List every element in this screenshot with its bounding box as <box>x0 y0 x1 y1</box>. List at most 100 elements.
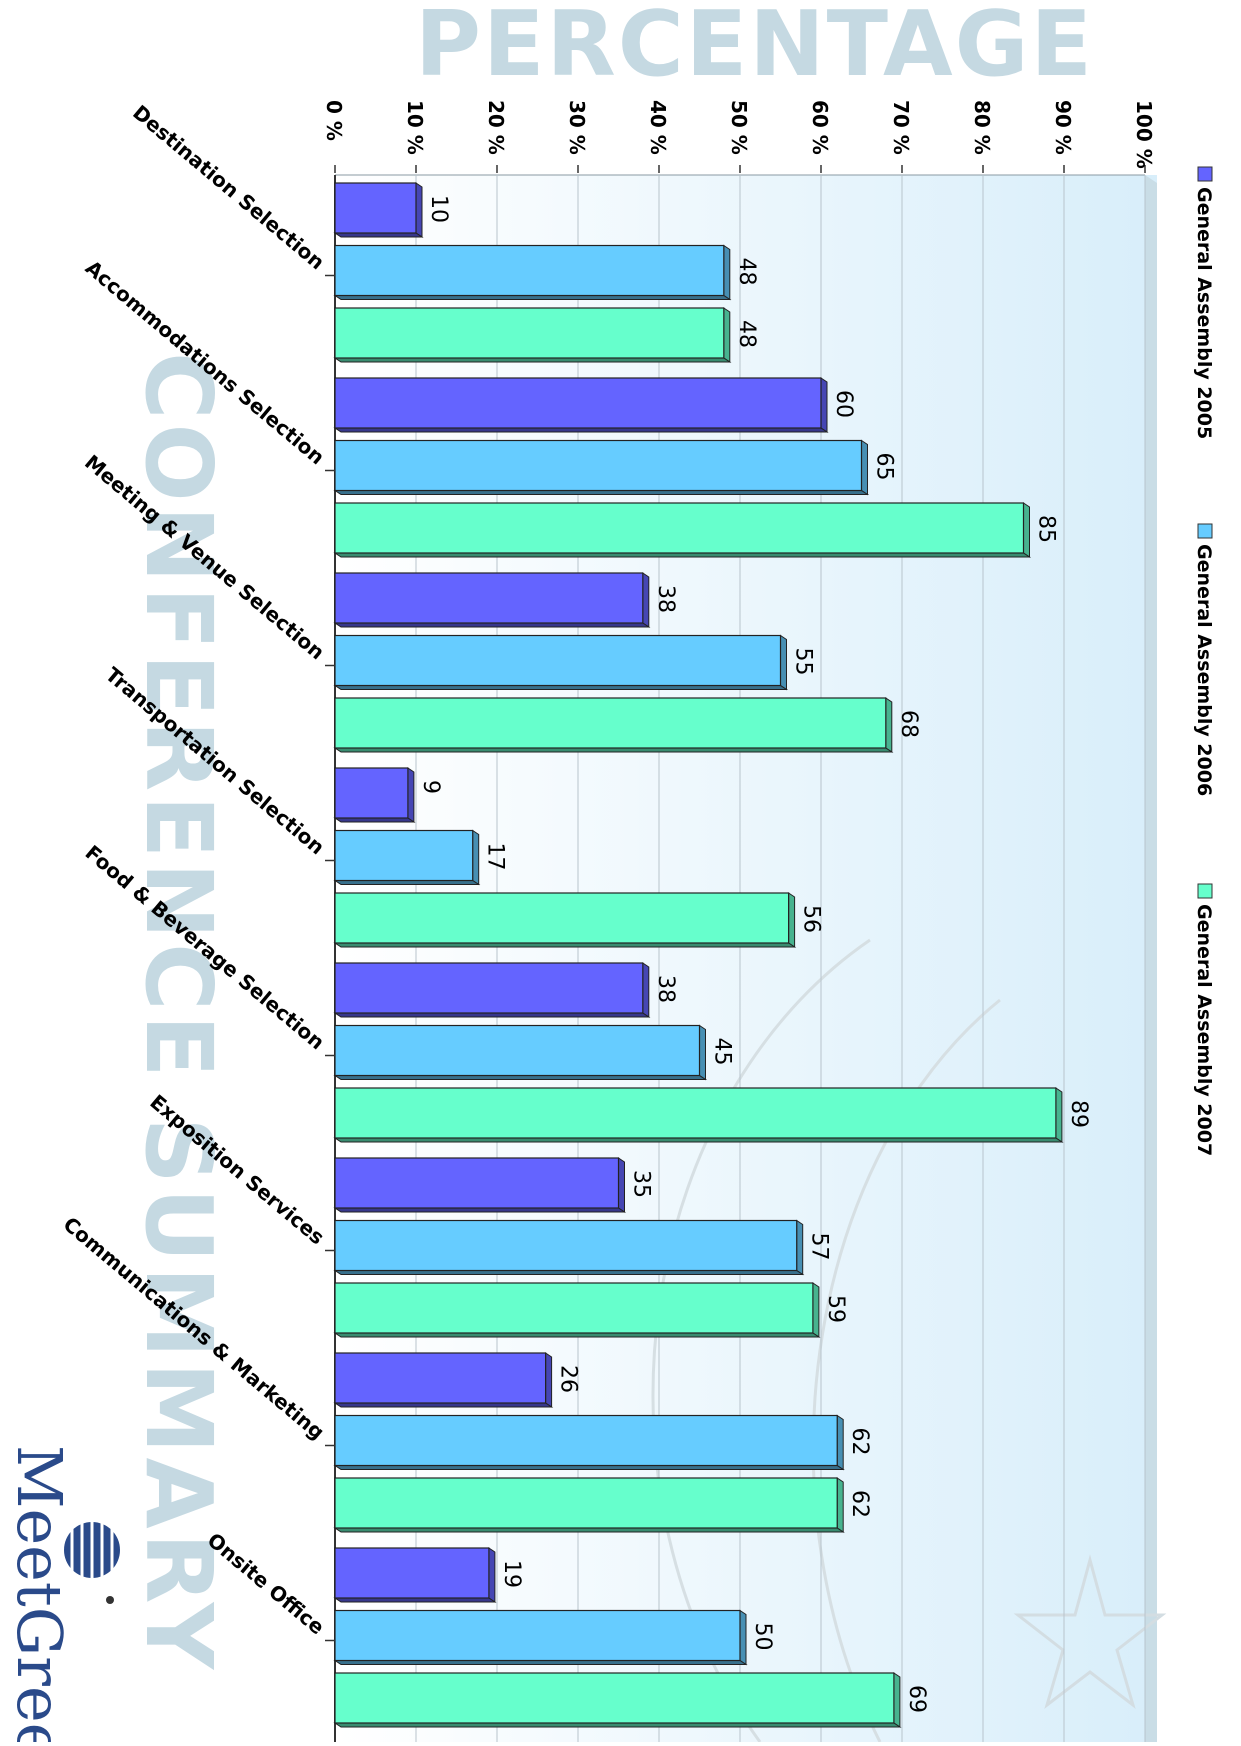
meetgreen-logo: MeetGreen <box>3 1445 76 1742</box>
data-label: 17 <box>483 843 508 871</box>
bar-3-3 <box>334 697 887 749</box>
bar-1-6 <box>334 1157 620 1209</box>
bar-1-2 <box>334 377 822 429</box>
data-label: 68 <box>896 710 921 738</box>
bar-side <box>836 1477 844 1533</box>
data-label: 56 <box>799 905 824 933</box>
tick-label: 100 % <box>1132 100 1156 169</box>
bar-2-7 <box>334 1414 838 1467</box>
category-label: Destination Selection <box>128 100 329 274</box>
legend-swatch <box>1197 883 1213 899</box>
data-label: 57 <box>807 1233 832 1261</box>
data-label: 48 <box>734 320 759 348</box>
data-label: 10 <box>426 195 451 223</box>
data-label: 48 <box>734 258 759 286</box>
tick-label: 50 % <box>727 100 751 155</box>
tick-label: 40 % <box>646 100 670 155</box>
bar-2-5 <box>334 1024 701 1077</box>
bar-side <box>699 1024 706 1081</box>
bar-1-7 <box>334 1352 547 1404</box>
tick-label: 60 % <box>808 100 832 155</box>
bar-2-4 <box>334 829 474 882</box>
bar-bottom <box>333 490 870 495</box>
bar-2-6 <box>334 1219 798 1272</box>
data-label: 35 <box>629 1170 654 1198</box>
bar-side <box>861 439 868 496</box>
bar-side <box>780 634 787 691</box>
bar-1-8 <box>334 1547 490 1599</box>
data-label: 85 <box>1034 515 1059 543</box>
data-label: 65 <box>872 453 897 481</box>
bar-side <box>488 1547 496 1603</box>
data-label: 69 <box>904 1685 929 1713</box>
plot-side-wall <box>1145 175 1157 1742</box>
tick-label: 80 % <box>970 100 994 155</box>
bar-bottom <box>333 357 732 363</box>
tick-label: 90 % <box>1051 100 1075 155</box>
bar-2-8 <box>334 1609 741 1662</box>
bar-3-8 <box>334 1672 895 1724</box>
bar-side <box>642 962 650 1018</box>
tick-label: 30 % <box>565 100 589 155</box>
tick-label: 20 % <box>484 100 508 155</box>
bar-side <box>723 307 731 363</box>
bar-side <box>836 1414 844 1471</box>
data-label: 62 <box>847 1490 872 1518</box>
bar-side <box>472 829 480 886</box>
data-label: 62 <box>847 1428 872 1456</box>
bar-3-4 <box>334 892 790 944</box>
legend-swatch <box>1197 166 1213 182</box>
bar-side <box>796 1219 804 1276</box>
bar-2-2 <box>334 439 863 492</box>
legend-swatch <box>1197 523 1213 539</box>
data-label: 45 <box>710 1038 735 1066</box>
data-label: 60 <box>831 390 856 418</box>
data-label: 26 <box>556 1365 581 1393</box>
bar-3-7 <box>334 1477 838 1529</box>
data-label: 9 <box>418 780 443 794</box>
bar-1-3 <box>334 572 644 624</box>
meetgreen-globe-icon <box>64 1522 120 1604</box>
data-label: 55 <box>791 648 816 676</box>
data-label: 38 <box>653 585 678 613</box>
legend-label: General Assembly 2005 <box>1193 187 1215 439</box>
bar-side <box>812 1282 820 1338</box>
bar-3-1 <box>334 307 725 359</box>
data-label: 38 <box>653 975 678 1003</box>
legend-label: General Assembly 2006 <box>1193 544 1215 796</box>
arc-decoration <box>811 998 1001 1743</box>
bar-2-1 <box>334 244 725 297</box>
bar-1-1 <box>334 182 417 234</box>
bar-side <box>739 1609 747 1666</box>
bar-3-5 <box>334 1087 1057 1139</box>
bar-1-4 <box>334 767 409 819</box>
bar-side <box>545 1352 553 1408</box>
bar-bottom <box>333 232 424 238</box>
bar-side <box>788 892 796 948</box>
bar-side <box>1023 502 1030 558</box>
globe-star-icon <box>106 1596 114 1604</box>
tick-label: 10 % <box>403 100 427 155</box>
star-outline-decoration <box>1013 1554 1167 1709</box>
bar-2-3 <box>334 634 782 687</box>
bar-bottom <box>333 295 732 300</box>
data-label: 50 <box>750 1623 775 1651</box>
bar-side <box>642 572 650 628</box>
tick-label: 0 % <box>322 100 346 141</box>
legend-label: General Assembly 2007 <box>1193 904 1215 1156</box>
bar-side <box>893 1672 901 1728</box>
data-label: 59 <box>823 1295 848 1323</box>
data-label: 89 <box>1066 1100 1091 1128</box>
bar-side <box>1055 1087 1063 1143</box>
bar-3-6 <box>334 1282 814 1334</box>
bar-bottom <box>333 427 829 433</box>
header-title: PERCENTAGE <box>415 0 1094 97</box>
bar-1-5 <box>334 962 644 1014</box>
tick-label: 70 % <box>889 100 913 155</box>
watermark-text: CONFERENCE SUMMARY <box>125 352 232 1673</box>
bar-side <box>407 767 415 823</box>
bar-3-2 <box>334 502 1025 554</box>
data-label: 19 <box>499 1560 524 1588</box>
